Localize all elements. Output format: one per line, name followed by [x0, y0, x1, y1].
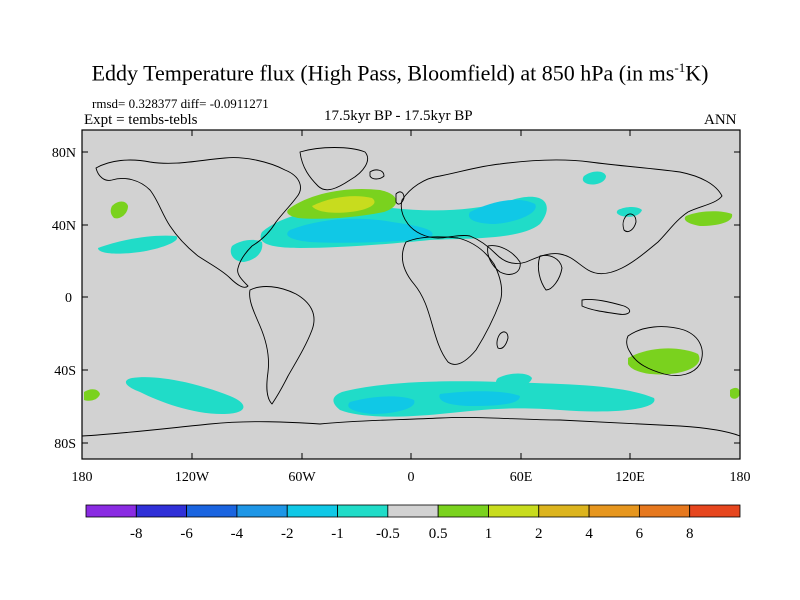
colorbar-labels: -8 -6 -4 -2 -1 -0.5 0.5 1 2 4 6 8: [130, 526, 693, 542]
anomaly-south-pacific-positive-right: [730, 387, 740, 399]
coastline-iceland: [369, 169, 385, 180]
title-main: Eddy Temperature flux (High Pass, Bloomf…: [91, 60, 675, 86]
colorbar-label: -0.5: [376, 526, 400, 542]
coastline-north-america: [95, 157, 301, 288]
colorbar-label: 1: [485, 526, 493, 542]
coastline-arabia: [487, 245, 521, 275]
anomaly-europe-core: [468, 199, 536, 224]
colorbar-swatch: [286, 504, 338, 518]
lat-label-0: 0: [65, 291, 72, 306]
title-unit-tail: K): [685, 60, 709, 86]
coastline-madagascar: [496, 331, 509, 349]
colorbar-swatch: [488, 504, 540, 518]
anomaly-drake-negative: [496, 373, 532, 389]
colorbar-label: 8: [686, 526, 694, 542]
coastline-antarctica: [81, 416, 741, 437]
anomaly-australia-positive: [628, 348, 700, 375]
lon-label-120w: 120W: [175, 470, 210, 485]
coastline-greenland: [299, 147, 369, 191]
coastline-eurasia: [400, 159, 723, 275]
colorbar-swatch: [689, 504, 741, 518]
period-label: 17.5kyr BP - 17.5kyr BP: [324, 108, 473, 124]
colorbar-label: -1: [331, 526, 344, 542]
page-title: Eddy Temperature flux (High Pass, Bloomf…: [0, 60, 800, 86]
lat-label-80n: 80N: [52, 146, 76, 161]
experiment-label: Expt = tembs-tebls: [84, 112, 198, 128]
colorbar: [85, 504, 741, 518]
colorbar-swatch: [437, 504, 489, 518]
colorbar-swatch: [638, 504, 691, 518]
coastline-africa: [401, 236, 503, 365]
colorbar-swatch: [186, 504, 238, 518]
colorbar-swatch: [85, 504, 137, 518]
coastline-japan: [622, 213, 637, 233]
lon-label-180-right: 180: [730, 470, 751, 485]
anomaly-north-atlantic-positive-core: [312, 196, 375, 213]
season-label: ANN: [704, 112, 737, 128]
anomaly-shading: [84, 171, 740, 417]
colorbar-label: -4: [231, 526, 244, 542]
coastline-indonesia: [581, 299, 631, 315]
colorbar-swatch: [387, 504, 439, 518]
coastlines: [81, 147, 741, 437]
colorbar-swatch: [538, 504, 590, 518]
title-superscript: -1: [674, 60, 686, 75]
colorbar-label: -2: [281, 526, 294, 542]
lon-label-60e: 60E: [510, 470, 533, 485]
lat-label-40s: 40S: [54, 364, 76, 379]
colorbar-swatch: [588, 504, 640, 518]
anomaly-gulf-negative: [230, 239, 263, 262]
lon-label-0: 0: [408, 470, 415, 485]
anomaly-north-pacific-negative: [98, 235, 178, 254]
lat-label-40n: 40N: [52, 219, 76, 234]
coastline-india: [537, 255, 563, 291]
lon-label-120e: 120E: [615, 470, 645, 485]
colorbar-swatch: [236, 504, 288, 518]
anomaly-west-pacific-positive: [684, 211, 733, 226]
lon-tick-marks: [191, 130, 631, 459]
anomaly-asia-negative: [582, 171, 606, 185]
colorbar-label: 0.5: [429, 526, 448, 542]
lon-label-60w: 60W: [288, 470, 316, 485]
coastline-south-america: [249, 286, 315, 405]
colorbar-label: 4: [585, 526, 593, 542]
lon-label-180-left: 180: [72, 470, 93, 485]
lat-tick-marks: [82, 151, 740, 444]
stats-label: rmsd= 0.328377 diff= -0.0911271: [92, 96, 269, 111]
anomaly-south-pacific-negative: [125, 377, 244, 414]
anomaly-alaska-positive: [110, 201, 128, 219]
anomaly-southern-ocean-core: [439, 391, 520, 406]
colorbar-swatch: [337, 504, 389, 518]
anomaly-north-atlantic-core: [287, 218, 433, 243]
anomaly-south-pacific-positive-left: [84, 389, 100, 401]
colorbar-label: -8: [130, 526, 143, 542]
coastline-uk: [395, 191, 405, 205]
colorbar-label: 2: [535, 526, 543, 542]
lat-label-80s: 80S: [54, 437, 76, 452]
colorbar-label: -6: [180, 526, 193, 542]
colorbar-label: 6: [636, 526, 644, 542]
coastline-australia: [626, 326, 703, 376]
anomaly-japan-negative: [616, 207, 642, 217]
colorbar-swatch: [135, 504, 188, 518]
anomaly-south-atlantic-core: [348, 396, 415, 414]
